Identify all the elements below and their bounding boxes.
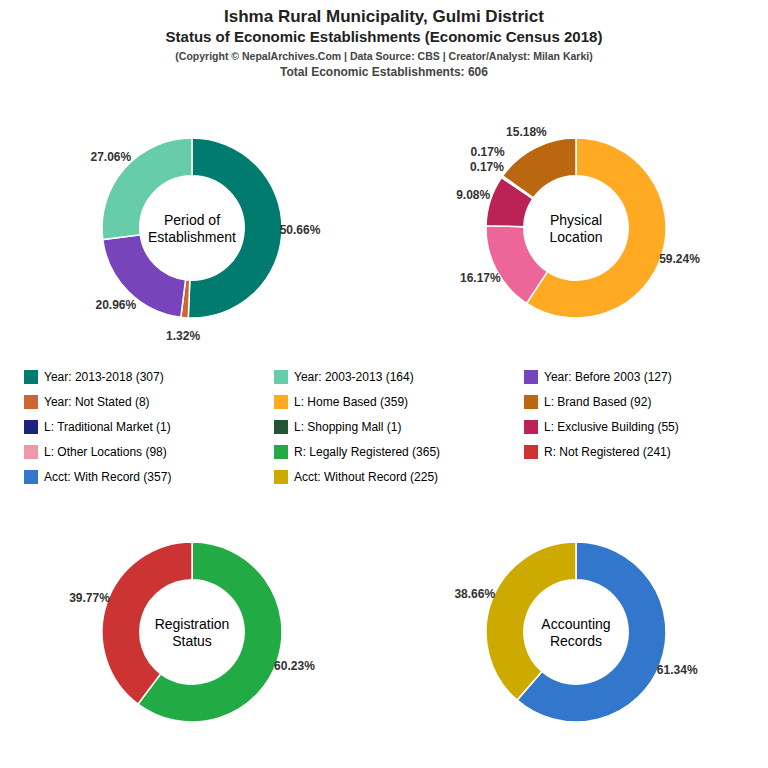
subtitle: Status of Economic Establishments (Econo… (166, 28, 603, 45)
legend-swatch (524, 445, 538, 459)
legend-item: Year: 2003-2013 (164) (274, 370, 414, 384)
header: Ishma Rural Municipality, Gulmi District… (166, 7, 603, 79)
slices (486, 542, 666, 722)
data-label: 60.23% (274, 659, 315, 673)
chart-root: Ishma Rural Municipality, Gulmi District… (0, 0, 768, 768)
legend-item: L: Home Based (359) (274, 395, 408, 409)
data-label: 59.24% (659, 252, 700, 266)
data-labels: 50.66% 1.32% 20.96% 27.06% (91, 150, 321, 343)
data-label: 0.17% (471, 145, 505, 159)
data-label: 61.34% (657, 663, 698, 677)
donut-chart: 59.24%16.17%9.08%0.17%0.17%15.18%Physica… (456, 125, 700, 318)
center-label-line: Location (550, 229, 603, 245)
legend-label: L: Brand Based (92) (544, 395, 651, 409)
data-label: 1.32% (166, 329, 200, 343)
center-label-line: Accounting (541, 616, 610, 632)
legend-swatch (524, 370, 538, 384)
center-label: Period ofEstablishment (148, 212, 236, 245)
legend-label: Year: Not Stated (8) (44, 395, 150, 409)
legend-label: L: Other Locations (98) (44, 445, 167, 459)
legend-item: Acct: Without Record (225) (274, 470, 438, 484)
legend-swatch (24, 370, 38, 384)
data-labels: 60.23% 39.77% (69, 591, 315, 673)
title: Ishma Rural Municipality, Gulmi District (224, 7, 544, 26)
center-label: PhysicalLocation (550, 212, 603, 245)
data-label: 0.17% (470, 160, 504, 174)
data-label: 38.66% (454, 587, 495, 601)
legend-item: Year: Before 2003 (127) (524, 370, 672, 384)
legend-label: L: Traditional Market (1) (44, 420, 171, 434)
annotation: Total Economic Establishments: 606 (280, 65, 488, 79)
center-label-line: Status (172, 633, 212, 649)
legend-swatch (524, 395, 538, 409)
legend-swatch (24, 445, 38, 459)
legend-label: Year: 2013-2018 (307) (44, 370, 164, 384)
center-label-line: Establishment (148, 229, 236, 245)
legend-swatch (274, 445, 288, 459)
legend-swatch (524, 420, 538, 434)
center-label-line: Records (550, 633, 602, 649)
donut-chart: 61.34% 38.66% AccountingRecords (454, 542, 697, 722)
legend-item: L: Traditional Market (1) (24, 420, 171, 434)
data-label: 50.66% (280, 223, 321, 237)
legend-item: L: Brand Based (92) (524, 395, 651, 409)
donut-chart: 50.66% 1.32% 20.96% 27.06% Period ofEstablis… (91, 138, 321, 343)
legend-item: L: Exclusive Building (55) (524, 420, 679, 434)
data-label: 39.77% (69, 591, 110, 605)
data-label: 9.08% (456, 188, 490, 202)
legend-label: Acct: With Record (357) (44, 470, 171, 484)
legend-swatch (274, 470, 288, 484)
slices (486, 138, 666, 318)
center-label: RegistrationStatus (155, 616, 230, 649)
data-label: 20.96% (95, 298, 136, 312)
legend-swatch (274, 370, 288, 384)
legend-label: Year: Before 2003 (127) (544, 370, 672, 384)
legend-label: L: Home Based (359) (294, 395, 408, 409)
data-label: 15.18% (506, 125, 547, 139)
data-labels: 61.34% 38.66% (454, 587, 697, 676)
legend: Year: 2013-2018 (307) Year: 2003-2013 (16… (24, 370, 679, 484)
legend-item: R: Legally Registered (365) (274, 445, 440, 459)
center-label-line: Registration (155, 616, 230, 632)
legend-item: Year: Not Stated (8) (24, 395, 150, 409)
legend-label: L: Exclusive Building (55) (544, 420, 679, 434)
legend-item: Year: 2013-2018 (307) (24, 370, 164, 384)
center-label: AccountingRecords (541, 616, 610, 649)
legend-item: Acct: With Record (357) (24, 470, 171, 484)
legend-swatch (274, 420, 288, 434)
legend-item: R: Not Registered (241) (524, 445, 671, 459)
legend-label: R: Not Registered (241) (544, 445, 671, 459)
slice (503, 138, 576, 198)
slice (486, 226, 547, 304)
slices (102, 138, 282, 318)
legend-swatch (274, 395, 288, 409)
donut-chart: 60.23% 39.77% RegistrationStatus (69, 542, 315, 722)
center-label-line: Physical (550, 212, 602, 228)
legend-label: Year: 2003-2013 (164) (294, 370, 414, 384)
legend-item: L: Other Locations (98) (24, 445, 167, 459)
legend-label: L: Shopping Mall (1) (294, 420, 401, 434)
center-label-line: Period of (164, 212, 220, 228)
data-label: 27.06% (91, 150, 132, 164)
legend-swatch (24, 470, 38, 484)
legend-label: R: Legally Registered (365) (294, 445, 440, 459)
legend-label: Acct: Without Record (225) (294, 470, 438, 484)
data-labels: 59.24%16.17%9.08%0.17%0.17%15.18% (456, 125, 700, 285)
legend-swatch (24, 395, 38, 409)
slices (102, 542, 282, 722)
annotation: (Copyright © NepalArchives.Com | Data So… (175, 50, 592, 62)
data-label: 16.17% (460, 271, 501, 285)
legend-swatch (24, 420, 38, 434)
legend-item: L: Shopping Mall (1) (274, 420, 401, 434)
